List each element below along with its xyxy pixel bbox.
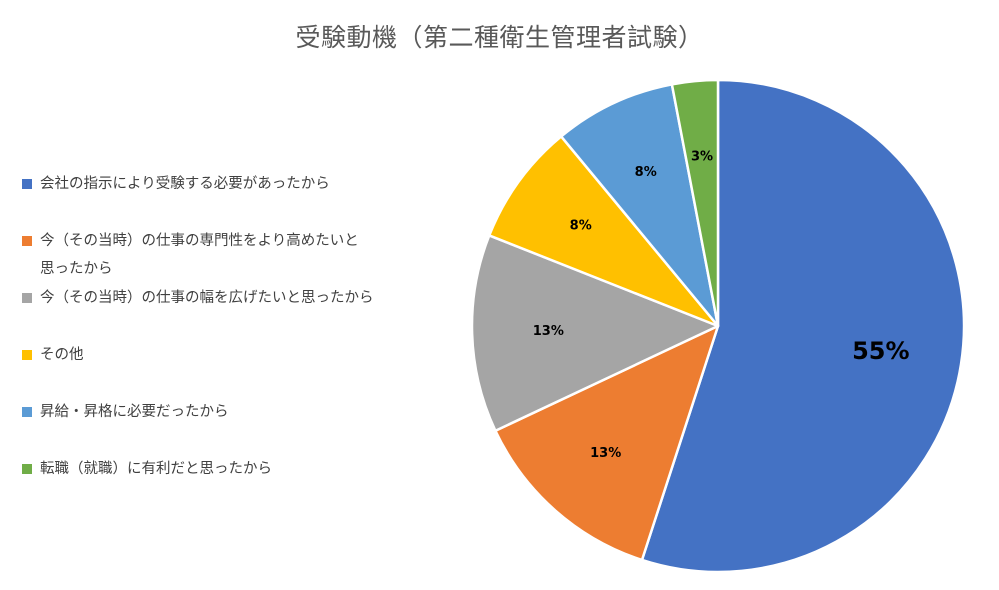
pie-slice — [488, 135, 720, 328]
legend-label: 会社の指示により受験する必要があったから — [40, 176, 330, 192]
pie-data-label: 13% — [590, 446, 621, 461]
legend-swatch — [22, 464, 32, 474]
pie-slice — [470, 234, 720, 432]
pie-slice — [559, 83, 720, 328]
legend-item: 転職（就職）に有利だと思ったから — [22, 455, 442, 483]
pie-data-label: 8% — [635, 165, 657, 180]
legend-item: 今（その当時）の仕事の専門性をより高めたいと 思ったから — [22, 227, 442, 283]
legend-label: 昇給・昇格に必要だったから — [40, 404, 229, 420]
legend-swatch — [22, 350, 32, 360]
legend-swatch — [22, 293, 32, 303]
legend-label: その他 — [40, 347, 84, 363]
pie-slice — [494, 324, 720, 562]
legend-label: 今（その当時）の仕事の専門性をより高めたいと 思ったから — [40, 233, 359, 277]
legend-label: 転職（就職）に有利だと思ったから — [40, 461, 272, 477]
pie-slice — [640, 78, 966, 574]
pie-data-label: 13% — [533, 324, 564, 339]
chart-title: 受験動機（第二種衛生管理者試験） — [295, 23, 704, 52]
legend-item: その他 — [22, 341, 442, 369]
pie-data-label: 8% — [570, 219, 592, 234]
legend-swatch — [22, 179, 32, 189]
legend-swatch — [22, 407, 32, 417]
legend-label: 今（その当時）の仕事の幅を広げたいと思ったから — [40, 290, 374, 306]
pie-data-label: 3% — [691, 150, 713, 165]
legend-swatch — [22, 236, 32, 246]
pie-data-label: 55% — [852, 337, 909, 365]
legend-item: 昇給・昇格に必要だったから — [22, 398, 442, 426]
pie-slice — [670, 78, 720, 328]
legend-item: 会社の指示により受験する必要があったから — [22, 170, 442, 198]
legend-item: 今（その当時）の仕事の幅を広げたいと思ったから — [22, 284, 442, 312]
